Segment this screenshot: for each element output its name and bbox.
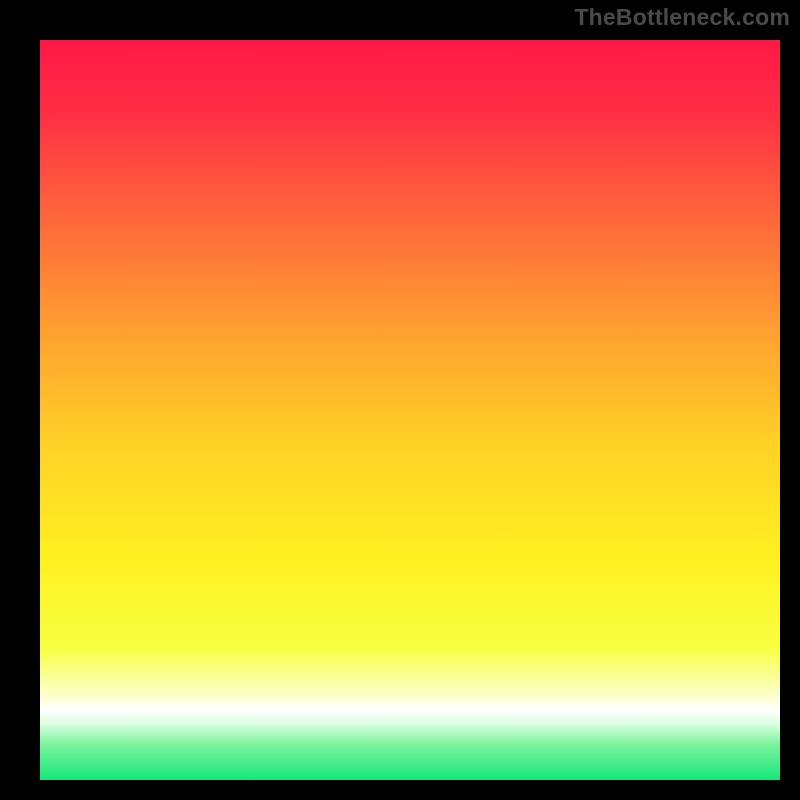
watermark-text: TheBottleneck.com — [574, 4, 790, 31]
heat-gradient-background — [40, 40, 780, 780]
plot-area — [40, 40, 780, 780]
outer-frame: TheBottleneck.com — [0, 0, 800, 800]
